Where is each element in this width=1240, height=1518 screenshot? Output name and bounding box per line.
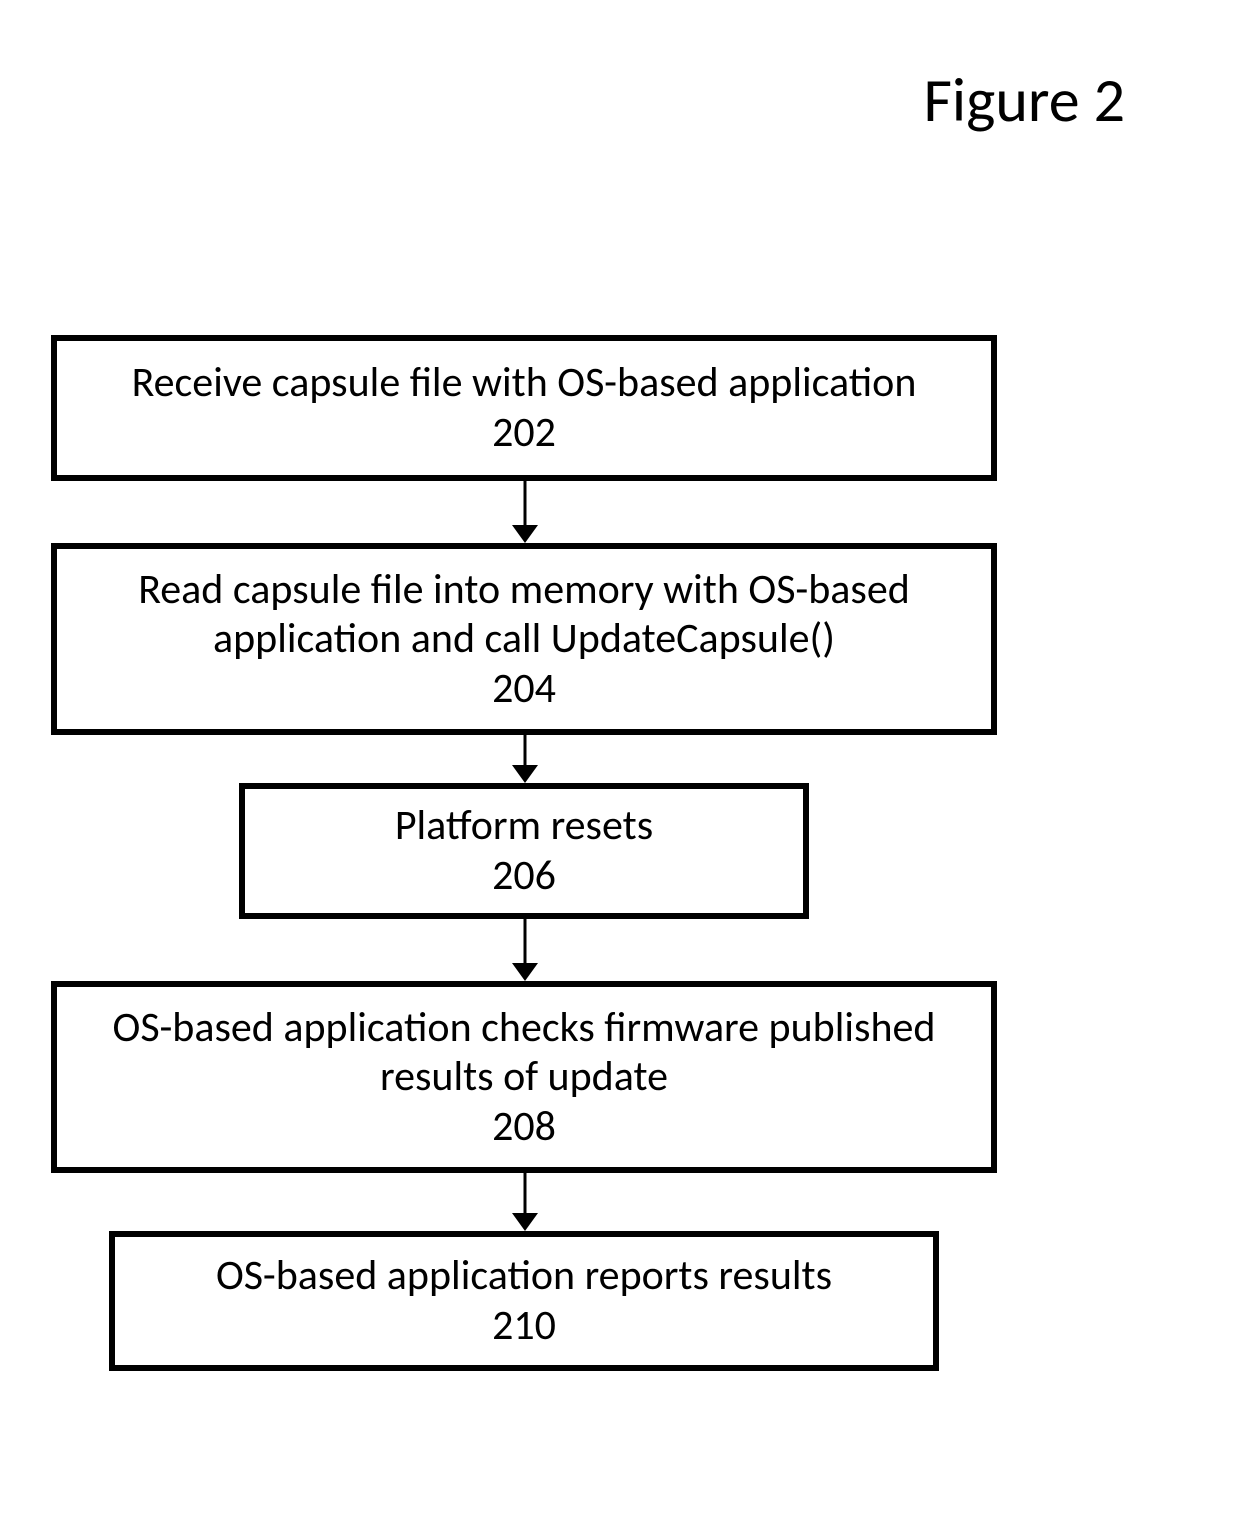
- arrow-shaft: [523, 735, 526, 765]
- arrow-head-icon: [512, 525, 538, 543]
- arrow-shaft: [523, 919, 526, 963]
- figure-canvas: Figure 2 Receive capsule file with OS-ba…: [0, 0, 1240, 1518]
- flow-node-label: Read capsule file into memory with OS-ba…: [57, 565, 991, 664]
- flow-node-206: Platform resets206: [239, 783, 809, 919]
- flow-node-204: Read capsule file into memory with OS-ba…: [51, 543, 997, 735]
- flow-node-202: Receive capsule file with OS-based appli…: [51, 335, 997, 481]
- flow-node-ref: 204: [492, 664, 556, 714]
- flow-node-label: Receive capsule file with OS-based appli…: [132, 358, 917, 408]
- flow-node-label: Platform resets: [395, 801, 653, 851]
- arrow-head-icon: [512, 1213, 538, 1231]
- flow-node-ref: 210: [492, 1301, 556, 1351]
- flow-arrow: [524, 919, 525, 981]
- figure-title: Figure 2: [923, 62, 1125, 138]
- arrow-shaft: [523, 1173, 526, 1213]
- flow-arrow: [524, 735, 525, 783]
- flow-node-ref: 206: [492, 851, 556, 901]
- flow-node-label: OS-based application checks firmware pub…: [57, 1003, 991, 1102]
- flow-arrow: [524, 481, 525, 543]
- flow-node-208: OS-based application checks firmware pub…: [51, 981, 997, 1173]
- flow-node-ref: 208: [492, 1102, 556, 1152]
- flow-node-210: OS-based application reports results210: [109, 1231, 939, 1371]
- arrow-head-icon: [512, 963, 538, 981]
- flow-arrow: [524, 1173, 525, 1231]
- flow-node-ref: 202: [492, 408, 556, 458]
- flow-node-label: OS-based application reports results: [216, 1251, 832, 1301]
- flowchart: Receive capsule file with OS-based appli…: [0, 335, 1240, 1371]
- arrow-shaft: [523, 481, 526, 525]
- arrow-head-icon: [512, 765, 538, 783]
